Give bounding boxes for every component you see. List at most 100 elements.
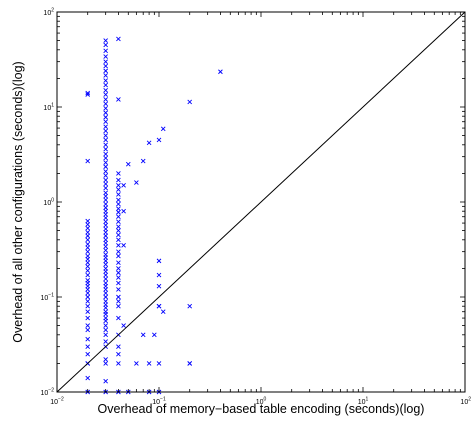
data-point	[85, 336, 91, 342]
data-point	[103, 266, 108, 271]
data-point	[116, 36, 121, 42]
data-point	[103, 78, 108, 83]
data-point	[85, 218, 91, 224]
data-point	[116, 228, 121, 233]
y-tick-label: 100	[43, 198, 54, 208]
data-point	[116, 344, 121, 349]
data-point	[103, 177, 108, 183]
data-point	[85, 241, 91, 247]
data-point	[103, 290, 108, 296]
data-point	[116, 219, 121, 225]
data-point	[140, 158, 146, 164]
data-point	[116, 232, 121, 238]
data-point	[85, 344, 91, 349]
data-point	[103, 97, 108, 102]
data-point	[103, 193, 108, 199]
data-point	[116, 253, 121, 259]
data-point	[116, 214, 121, 220]
data-point	[116, 249, 121, 254]
data-point	[85, 375, 91, 381]
y-tick-label: 102	[43, 8, 54, 18]
data-point	[103, 87, 108, 93]
data-point	[103, 237, 108, 243]
data-point	[103, 205, 108, 211]
data-point	[85, 90, 91, 96]
x-tick-label: 10−2	[50, 397, 64, 407]
data-point	[116, 270, 121, 276]
data-point	[85, 290, 91, 296]
data-point	[116, 187, 121, 192]
data-point	[103, 219, 108, 225]
data-point	[103, 222, 108, 228]
data-point	[103, 190, 108, 196]
data-point	[116, 192, 121, 197]
data-point	[103, 114, 108, 120]
data-point	[103, 309, 108, 315]
data-point	[103, 302, 108, 308]
data-point	[103, 299, 108, 304]
data-point	[85, 268, 91, 273]
data-point	[103, 124, 108, 130]
data-point	[103, 68, 108, 74]
data-point	[116, 275, 121, 280]
data-point	[134, 180, 139, 185]
data-point	[116, 280, 121, 286]
data-point	[116, 182, 121, 188]
data-point	[116, 260, 121, 265]
data-point	[103, 146, 108, 152]
data-point	[103, 48, 108, 54]
data-point	[146, 140, 152, 146]
data-point	[134, 361, 139, 366]
data-point	[85, 249, 91, 254]
y-axis-title: Overhead of all other configurations (se…	[11, 61, 25, 342]
data-point	[103, 244, 108, 249]
data-point	[103, 110, 108, 116]
data-point	[103, 151, 108, 157]
data-point	[85, 237, 91, 243]
data-point	[103, 54, 108, 59]
data-point	[103, 133, 108, 138]
data-point	[116, 97, 121, 102]
data-point	[103, 378, 108, 384]
data-point	[116, 197, 121, 203]
data-point	[121, 323, 126, 328]
data-point	[85, 264, 91, 269]
data-point	[103, 294, 108, 300]
data-point	[103, 119, 108, 125]
data-point	[156, 303, 162, 309]
data-point	[85, 303, 91, 309]
y-tick-label: 10−2	[41, 388, 55, 398]
data-point	[103, 38, 108, 43]
data-point	[160, 126, 166, 132]
data-point	[121, 208, 126, 214]
data-point	[103, 208, 108, 214]
data-point	[85, 277, 91, 283]
x-tick-label: 102	[460, 397, 471, 407]
data-point	[85, 225, 91, 231]
data-point	[103, 101, 108, 107]
data-point	[116, 299, 121, 304]
data-point	[103, 215, 108, 221]
data-point	[116, 287, 121, 292]
data-point	[103, 137, 108, 143]
data-point	[116, 242, 121, 248]
data-point	[85, 299, 91, 304]
data-point	[152, 332, 157, 338]
x-axis-title: Overhead of memory−based table encoding …	[98, 402, 425, 416]
data-point	[103, 197, 108, 203]
data-point	[85, 245, 91, 251]
data-point	[103, 357, 108, 362]
data-point	[187, 303, 193, 309]
data-point	[103, 63, 108, 69]
data-point	[103, 233, 108, 239]
data-point	[103, 142, 108, 148]
data-point	[103, 92, 108, 97]
data-point	[85, 272, 91, 278]
data-point	[103, 332, 108, 338]
data-point	[103, 82, 108, 88]
data-point	[218, 69, 223, 75]
data-point	[103, 272, 108, 278]
data-point	[116, 237, 121, 243]
data-point	[85, 260, 91, 265]
data-point	[85, 222, 91, 227]
